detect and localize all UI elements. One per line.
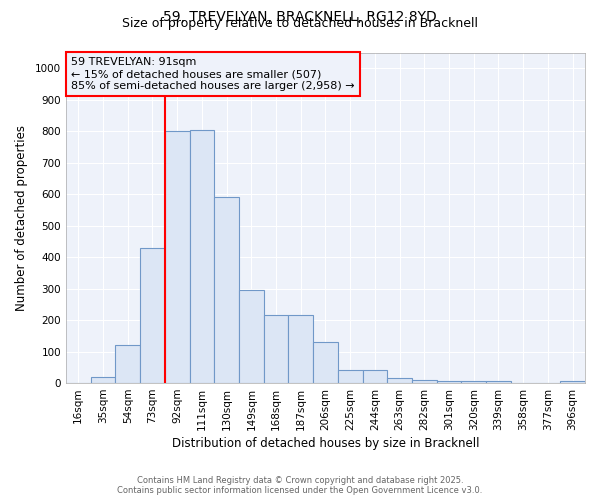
Bar [437,380,461,383]
Bar [289,316,313,383]
Bar [461,382,486,383]
Text: 59 TREVELYAN: 91sqm
← 15% of detached houses are smaller (507)
85% of semi-detac: 59 TREVELYAN: 91sqm ← 15% of detached ho… [71,58,355,90]
Bar [387,378,412,383]
Bar [91,377,115,383]
Text: Contains HM Land Registry data © Crown copyright and database right 2025.
Contai: Contains HM Land Registry data © Crown c… [118,476,482,495]
Bar [362,370,387,383]
Bar [263,316,289,383]
Bar [560,380,585,383]
Bar [140,248,165,383]
Bar [313,342,338,383]
Y-axis label: Number of detached properties: Number of detached properties [15,125,28,311]
Bar [239,290,263,383]
Bar [190,130,214,383]
Bar [115,346,140,383]
Text: 59, TREVELYAN, BRACKNELL, RG12 8YD: 59, TREVELYAN, BRACKNELL, RG12 8YD [163,10,437,24]
Bar [486,382,511,383]
Bar [214,198,239,383]
X-axis label: Distribution of detached houses by size in Bracknell: Distribution of detached houses by size … [172,437,479,450]
Bar [412,380,437,383]
Bar [338,370,362,383]
Text: Size of property relative to detached houses in Bracknell: Size of property relative to detached ho… [122,18,478,30]
Bar [165,131,190,383]
